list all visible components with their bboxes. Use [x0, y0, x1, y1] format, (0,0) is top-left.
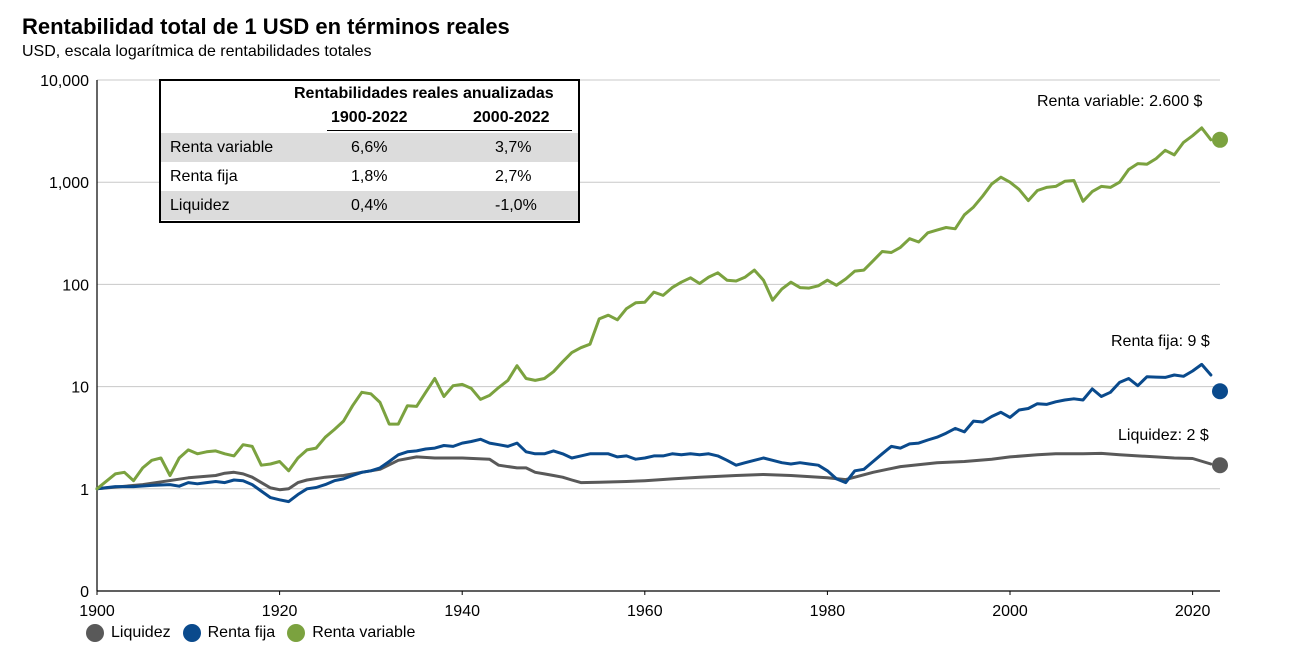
series-line-renta-fija — [95, 362, 1213, 504]
x-tick-label: 2000 — [992, 603, 1028, 620]
legend-item-equity: Renta variable — [287, 624, 415, 642]
series-line-liquidez — [95, 451, 1213, 492]
y-tick-label: 100 — [62, 277, 89, 294]
table-col-1900-2022: 1900-2022 — [331, 109, 408, 126]
y-tick-label: 0 — [80, 584, 89, 601]
row-value-1900-2022: 1,8% — [351, 168, 388, 185]
x-tick-label: 1900 — [79, 603, 115, 620]
row-label: Liquidez — [170, 197, 230, 214]
legend-label-bonds: Renta fija — [207, 624, 276, 641]
end-label-bonds: Renta fija: 9 $ — [1111, 333, 1210, 350]
x-tick-label: 2020 — [1175, 603, 1211, 620]
table-header: Rentabilidades reales anualizadas — [294, 85, 554, 102]
y-tick-label: 1 — [80, 482, 89, 499]
row-label: Renta variable — [170, 139, 274, 156]
returns-table: Rentabilidades reales anualizadas 1900-2… — [159, 79, 580, 223]
x-tick-label: 1920 — [262, 603, 298, 620]
table-row: Renta variable 6,6% 3,7% — [161, 133, 578, 162]
table-col-2000-2022: 2000-2022 — [473, 109, 550, 126]
end-marker-liquidez — [1212, 457, 1228, 474]
legend: Liquidez Renta fija Renta variable — [86, 624, 427, 642]
row-value-1900-2022: 0,4% — [351, 197, 388, 214]
end-label-cash: Liquidez: 2 $ — [1118, 427, 1209, 444]
legend-dot-bonds — [182, 624, 201, 642]
y-tick-label: 10 — [71, 380, 89, 397]
y-tick-label: 1,000 — [49, 175, 89, 192]
table-header-rule — [327, 130, 572, 131]
legend-dot-equity — [287, 624, 306, 642]
end-marker-renta-fija — [1212, 383, 1228, 400]
x-tick-label: 1980 — [810, 603, 846, 620]
row-value-1900-2022: 6,6% — [351, 139, 388, 156]
legend-dot-cash — [86, 624, 104, 642]
row-label: Renta fija — [170, 168, 238, 185]
x-tick-label: 1940 — [444, 603, 480, 620]
row-value-2000-2022: 2,7% — [495, 168, 532, 185]
y-tick-label: 10,000 — [40, 73, 89, 90]
table-row: Liquidez 0,4% -1,0% — [161, 191, 578, 220]
legend-item-bonds: Renta fija — [182, 624, 276, 642]
x-tick-label: 1960 — [627, 603, 663, 620]
end-label-equity: Renta variable: 2.600 $ — [1037, 93, 1203, 110]
end-marker-renta-variable — [1212, 131, 1228, 148]
legend-label-cash: Liquidez — [111, 624, 171, 641]
series-line-renta-variable — [95, 126, 1213, 491]
chart-subtitle: USD, escala logarítmica de rentabilidade… — [22, 43, 372, 60]
legend-label-equity: Renta variable — [312, 624, 416, 641]
row-value-2000-2022: -1,0% — [495, 197, 537, 214]
legend-item-cash: Liquidez — [86, 624, 171, 642]
row-value-2000-2022: 3,7% — [495, 139, 532, 156]
table-row: Renta fija 1,8% 2,7% — [161, 162, 578, 191]
chart-title: Rentabilidad total de 1 USD en términos … — [22, 14, 510, 39]
